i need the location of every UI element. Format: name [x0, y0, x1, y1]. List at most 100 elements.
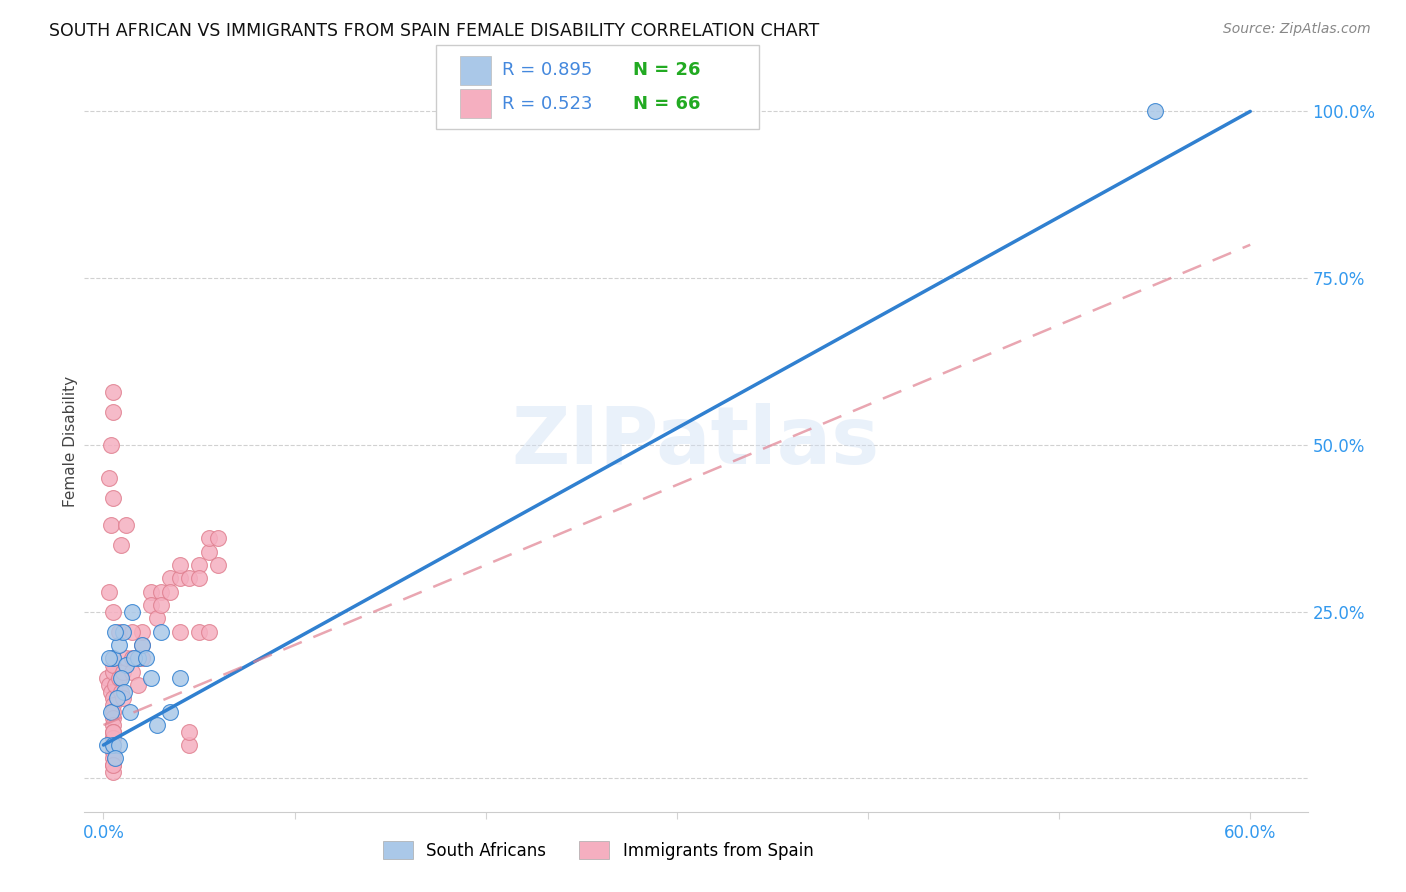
Point — [131, 638, 153, 652]
Point — [100, 705, 122, 719]
Point — [101, 711, 124, 725]
Point — [101, 738, 124, 752]
Point — [98, 584, 121, 599]
Point — [122, 651, 145, 665]
Text: SOUTH AFRICAN VS IMMIGRANTS FROM SPAIN FEMALE DISABILITY CORRELATION CHART: SOUTH AFRICAN VS IMMIGRANTS FROM SPAIN F… — [49, 22, 820, 40]
Point — [101, 404, 124, 418]
Point — [101, 758, 124, 772]
Point — [100, 684, 122, 698]
Point — [197, 624, 219, 639]
Point — [188, 558, 211, 572]
Point — [101, 384, 124, 399]
Point — [197, 531, 219, 545]
Point — [101, 651, 124, 665]
Point — [101, 698, 124, 712]
Point — [141, 584, 163, 599]
Point — [101, 724, 124, 739]
Point — [98, 651, 121, 665]
Point — [101, 751, 124, 765]
Point — [127, 651, 149, 665]
Point — [101, 745, 124, 759]
Point — [149, 598, 172, 612]
Point — [131, 638, 153, 652]
Point — [104, 751, 127, 765]
Point — [96, 671, 118, 685]
Text: R = 0.523: R = 0.523 — [502, 95, 592, 112]
Point — [101, 651, 124, 665]
Point — [100, 438, 122, 452]
Point — [149, 624, 172, 639]
Point — [141, 671, 163, 685]
Point — [104, 678, 127, 692]
Point — [101, 731, 124, 746]
Point — [207, 558, 229, 572]
Point — [115, 517, 138, 532]
Point — [115, 651, 138, 665]
Text: Source: ZipAtlas.com: Source: ZipAtlas.com — [1223, 22, 1371, 37]
Point — [114, 684, 136, 698]
Point — [101, 738, 124, 752]
Point — [169, 558, 191, 572]
Point — [101, 605, 124, 619]
Point — [188, 571, 211, 585]
Point — [149, 584, 172, 599]
Point — [169, 571, 191, 585]
Point — [98, 678, 121, 692]
Point — [197, 544, 219, 558]
Point — [107, 638, 129, 652]
Point — [179, 738, 201, 752]
Point — [104, 624, 127, 639]
Point — [159, 571, 181, 585]
Point — [146, 718, 169, 732]
Point — [159, 584, 181, 599]
Point — [120, 705, 142, 719]
Point — [146, 611, 169, 625]
Point — [107, 624, 129, 639]
Point — [121, 665, 143, 679]
Point — [169, 671, 191, 685]
Point — [101, 724, 124, 739]
Point — [98, 471, 121, 485]
Point — [101, 764, 124, 779]
Point — [105, 691, 128, 706]
Point — [107, 671, 129, 685]
Point — [131, 651, 153, 665]
Point — [101, 491, 124, 506]
Point — [96, 738, 118, 752]
Point — [110, 671, 132, 685]
Y-axis label: Female Disability: Female Disability — [63, 376, 77, 508]
Text: R = 0.895: R = 0.895 — [502, 62, 592, 79]
Point — [101, 691, 124, 706]
Point — [101, 731, 124, 746]
Text: N = 26: N = 26 — [633, 62, 700, 79]
Point — [101, 758, 124, 772]
Text: N = 66: N = 66 — [633, 95, 700, 112]
Point — [179, 724, 201, 739]
Legend: South Africans, Immigrants from Spain: South Africans, Immigrants from Spain — [375, 835, 820, 866]
Point — [100, 517, 122, 532]
Point — [101, 665, 124, 679]
Point — [1143, 104, 1166, 119]
Point — [101, 718, 124, 732]
Point — [111, 665, 134, 679]
Point — [179, 571, 201, 585]
Point — [107, 738, 129, 752]
Point — [101, 657, 124, 672]
Point — [188, 624, 211, 639]
Point — [121, 624, 143, 639]
Point — [101, 705, 124, 719]
Point — [141, 598, 163, 612]
Point — [135, 651, 157, 665]
Text: ZIPatlas: ZIPatlas — [512, 402, 880, 481]
Point — [207, 531, 229, 545]
Point — [159, 705, 181, 719]
Point — [121, 605, 143, 619]
Point — [121, 651, 143, 665]
Point — [127, 678, 149, 692]
Point — [111, 624, 134, 639]
Point — [110, 538, 132, 552]
Point — [110, 684, 132, 698]
Point — [169, 624, 191, 639]
Point — [131, 624, 153, 639]
Point — [111, 691, 134, 706]
